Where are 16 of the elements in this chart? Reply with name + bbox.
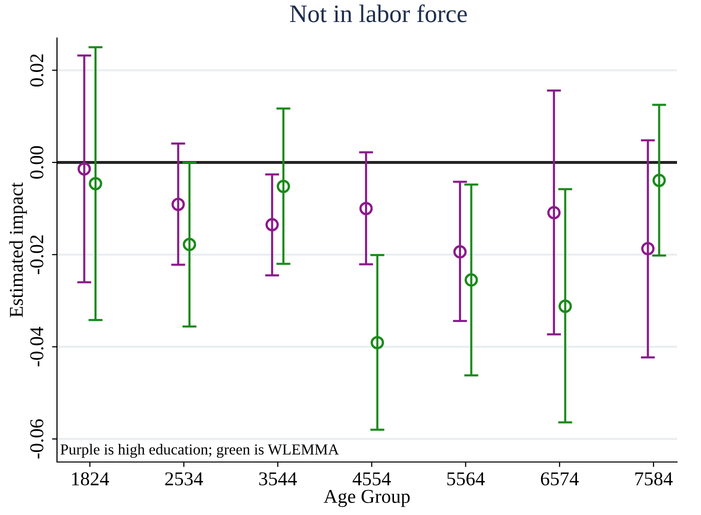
- x-axis-title: Age Group: [324, 490, 410, 507]
- x-tick-label: 5564: [447, 472, 485, 486]
- x-tick-label: 7584: [635, 472, 673, 486]
- x-tick-label: 3544: [259, 472, 297, 486]
- chart-title: Not in labor force: [290, 4, 467, 22]
- y-tick-label: -0.04: [30, 326, 44, 366]
- annotation: Purple is high education; green is WLEMMA: [60, 444, 339, 458]
- x-tick-label: 1824: [72, 472, 110, 486]
- y-tick-label: 0.02: [30, 54, 44, 87]
- y-tick-label: -0.02: [30, 235, 44, 274]
- x-tick-label: 2534: [165, 472, 203, 486]
- x-tick-label: 4554: [352, 472, 391, 486]
- y-tick-label: -0.06: [30, 419, 44, 458]
- y-axis-title: Estimated impact: [9, 182, 27, 318]
- y-tick-label: 0.00: [30, 146, 44, 179]
- x-tick-label: 6574: [540, 472, 579, 486]
